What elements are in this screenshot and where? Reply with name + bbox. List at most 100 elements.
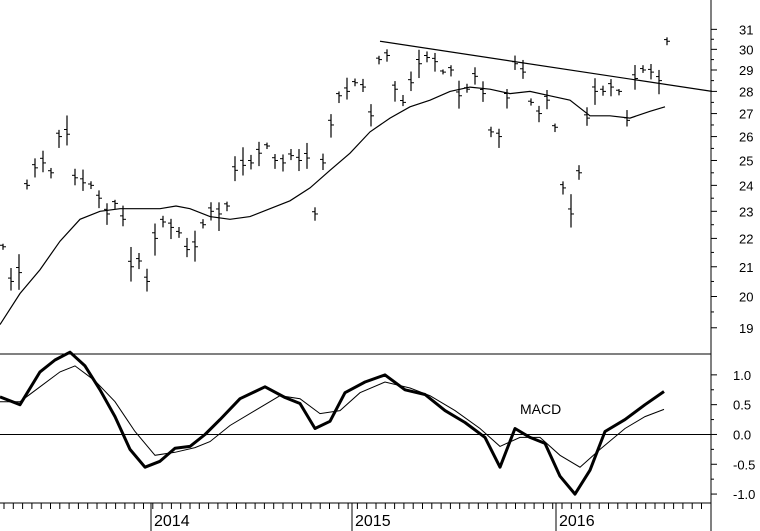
price-bar [136, 252, 142, 270]
price-bar [584, 107, 590, 126]
price-tick-label: 20 [739, 290, 753, 305]
macd-annotation: MACD [520, 401, 561, 417]
price-tick-label: 23 [739, 204, 753, 219]
price-bar [400, 94, 406, 107]
price-bar [40, 150, 46, 173]
price-bar [648, 64, 654, 80]
price-bar [320, 153, 326, 171]
price-bar [368, 104, 374, 127]
price-bar [360, 78, 366, 93]
price-bars [0, 37, 670, 292]
price-bar [96, 190, 102, 209]
price-bar [128, 246, 134, 282]
price-bar [344, 77, 350, 100]
price-bar [272, 154, 278, 169]
macd-lines [0, 350, 665, 496]
price-bar [16, 254, 22, 290]
price-bar [80, 169, 86, 191]
price-bar [144, 268, 150, 292]
price-bar [592, 78, 598, 105]
price-bar [256, 141, 262, 167]
price-bar [496, 128, 502, 148]
price-bar [544, 90, 550, 110]
price-bar [56, 129, 62, 148]
price-tick-label: 21 [739, 260, 753, 275]
price-bar [280, 154, 286, 172]
x-year-label: 2014 [154, 513, 190, 530]
macd-tick-label: 1.0 [733, 368, 751, 383]
price-tick-label: 31 [739, 22, 753, 37]
price-bar [232, 156, 238, 182]
x-axis: 2014 2015 2016 [3, 503, 702, 531]
price-tick-label: 27 [739, 107, 753, 122]
macd-tick-label: 0.5 [733, 398, 751, 413]
price-bar [552, 123, 558, 133]
price-bar [288, 148, 294, 161]
price-bar [184, 237, 190, 258]
price-bar [608, 79, 614, 97]
macd-tick-label: -1.0 [733, 487, 755, 502]
macd-signal-line [0, 365, 665, 468]
price-bar [632, 65, 638, 90]
price-bar [176, 226, 182, 238]
price-y-ticks: 19 20 21 22 23 24 25 26 27 28 29 30 31 [711, 22, 753, 336]
price-tick-label: 29 [739, 63, 753, 78]
price-bar [568, 194, 574, 228]
price-bar [160, 215, 166, 228]
price-bar [248, 154, 254, 170]
price-bar [528, 98, 534, 106]
price-bar [536, 105, 542, 123]
price-tick-label: 30 [739, 42, 753, 57]
price-bar [0, 243, 6, 250]
price-lines [0, 40, 713, 325]
price-bar [504, 89, 510, 109]
price-tick-label: 26 [739, 130, 753, 145]
price-tick-label: 28 [739, 84, 753, 99]
price-tick-label: 19 [739, 321, 753, 336]
price-bar [664, 37, 670, 46]
price-bar [488, 126, 494, 138]
price-bar [264, 142, 270, 150]
price-bar [104, 203, 110, 225]
price-bar [328, 114, 334, 138]
price-bar [312, 207, 318, 221]
price-bar [88, 181, 94, 190]
price-bar [152, 223, 158, 256]
price-bar [296, 149, 302, 172]
price-bar [616, 89, 622, 96]
price-bar [240, 147, 246, 176]
price-bar [392, 81, 398, 102]
chart-frame [0, 0, 712, 531]
price-bar [440, 69, 446, 75]
moving-average-line [0, 86, 666, 325]
price-bar [640, 65, 646, 73]
price-bar [64, 115, 70, 146]
price-bar [560, 181, 566, 195]
macd-y-ticks: 1.0 0.5 0.0 -0.5 -1.0 [0, 368, 755, 502]
price-bar [384, 49, 390, 62]
price-bar [416, 49, 422, 79]
price-bar [304, 142, 310, 169]
price-tick-label: 25 [739, 153, 753, 168]
price-bar [24, 179, 30, 190]
macd-tick-label: -0.5 [733, 457, 755, 472]
price-bar [168, 218, 174, 240]
price-bar [656, 69, 662, 95]
price-bar [224, 201, 230, 212]
price-bar [192, 230, 198, 262]
price-bar [512, 55, 518, 70]
price-bar [336, 91, 342, 104]
price-bar [576, 165, 582, 180]
x-year-label: 2016 [559, 513, 595, 530]
price-bar [472, 67, 478, 85]
price-bar [376, 55, 382, 65]
price-bar [208, 202, 214, 221]
macd-line [0, 350, 665, 496]
price-bar [8, 268, 14, 291]
price-bar [600, 85, 606, 96]
price-bar [408, 71, 414, 92]
resistance-trendline [379, 40, 713, 92]
price-bar [200, 219, 206, 229]
price-bar [216, 202, 222, 231]
